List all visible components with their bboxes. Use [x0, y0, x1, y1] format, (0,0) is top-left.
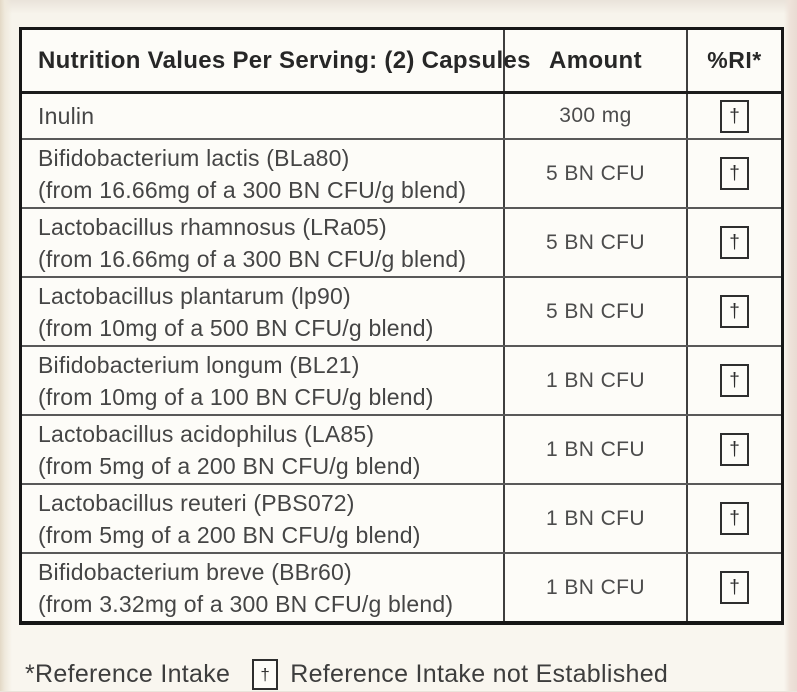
- ingredient-detail: (from 5mg of a 200 BN CFU/g blend): [38, 452, 421, 479]
- table-row: Lactobacillus rhamnosus (LRa05) (from 16…: [22, 207, 781, 276]
- ingredient-detail: (from 10mg of a 100 BN CFU/g blend): [38, 383, 434, 410]
- dagger-icon: †: [720, 364, 749, 397]
- amount-value: 1 BN CFU: [505, 416, 688, 483]
- amount-value: 1 BN CFU: [505, 347, 688, 414]
- dagger-icon: †: [720, 433, 749, 466]
- ri-cell: †: [688, 209, 781, 276]
- amount-value: 5 BN CFU: [505, 209, 688, 276]
- ingredient-detail: (from 16.66mg of a 300 BN CFU/g blend): [38, 245, 467, 272]
- table-row: Bifidobacterium longum (BL21) (from 10mg…: [22, 345, 781, 414]
- nutrition-table: Nutrition Values Per Serving: (2) Capsul…: [19, 27, 784, 625]
- header-amount-cell: Amount: [505, 30, 688, 91]
- dagger-icon: †: [720, 157, 749, 190]
- amount-value: 1 BN CFU: [505, 485, 688, 552]
- dagger-icon: †: [720, 226, 749, 259]
- table-row: Lactobacillus plantarum (lp90) (from 10m…: [22, 276, 781, 345]
- dagger-legend-icon: †: [252, 658, 279, 690]
- ingredient-name: Lactobacillus plantarum (lp90): [38, 282, 351, 309]
- ingredient-name: Lactobacillus acidophilus (LA85): [38, 420, 375, 447]
- ingredient-detail: (from 10mg of a 500 BN CFU/g blend): [38, 314, 434, 341]
- ri-cell: †: [688, 554, 781, 621]
- table-header-row: Nutrition Values Per Serving: (2) Capsul…: [22, 30, 781, 94]
- ingredient-name: Inulin: [38, 103, 95, 129]
- ri-cell: †: [688, 94, 781, 138]
- footnote: *Reference Intake † Reference Intake not…: [25, 656, 668, 692]
- not-established-note: Reference Intake not Established: [290, 659, 669, 688]
- header-name-cell: Nutrition Values Per Serving: (2) Capsul…: [22, 30, 530, 91]
- ri-cell: †: [688, 485, 781, 552]
- ri-cell: †: [688, 278, 781, 345]
- ri-cell: †: [688, 416, 781, 483]
- amount-value: 5 BN CFU: [505, 140, 688, 207]
- table-title: Nutrition Values Per Serving: (2) Capsul…: [38, 46, 531, 74]
- amount-value: 300 mg: [505, 94, 688, 138]
- table-row: Lactobacillus reuteri (PBS072) (from 5mg…: [22, 483, 781, 552]
- reference-intake-note: *Reference Intake: [25, 659, 231, 688]
- dagger-icon: †: [720, 502, 749, 535]
- ingredient-name: Bifidobacterium longum (BL21): [38, 351, 360, 378]
- ri-cell: †: [688, 140, 781, 207]
- ingredient-detail: (from 16.66mg of a 300 BN CFU/g blend): [38, 176, 467, 203]
- dagger-icon: †: [720, 295, 749, 328]
- table-row: Bifidobacterium lactis (BLa80) (from 16.…: [22, 138, 781, 207]
- ingredient-detail: (from 3.32mg of a 300 BN CFU/g blend): [38, 590, 454, 617]
- dagger-icon: †: [720, 571, 749, 604]
- ingredient-name: Bifidobacterium lactis (BLa80): [38, 144, 350, 171]
- package-left-edge-shading: [0, 0, 12, 691]
- ingredient-name: Lactobacillus reuteri (PBS072): [38, 489, 355, 516]
- ingredient-detail: (from 5mg of a 200 BN CFU/g blend): [38, 521, 421, 548]
- amount-value: 1 BN CFU: [505, 554, 688, 621]
- package-right-edge-shading: [784, 0, 797, 691]
- ingredient-name: Bifidobacterium breve (BBr60): [38, 558, 352, 585]
- amount-value: 5 BN CFU: [505, 278, 688, 345]
- ri-cell: †: [688, 347, 781, 414]
- dagger-icon: †: [720, 99, 749, 133]
- table-row: Lactobacillus acidophilus (LA85) (from 5…: [22, 414, 781, 483]
- table-row: Inulin 300 mg †: [22, 94, 781, 138]
- table-row: Bifidobacterium breve (BBr60) (from 3.32…: [22, 552, 781, 621]
- ingredient-name: Lactobacillus rhamnosus (LRa05): [38, 213, 387, 240]
- header-ri-cell: %RI*: [707, 47, 762, 73]
